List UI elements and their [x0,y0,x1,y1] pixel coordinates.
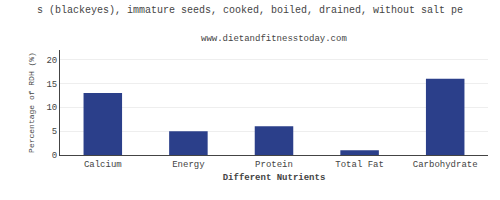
svg-text:Carbohydrate: Carbohydrate [413,160,478,170]
svg-text:Percentage of RDH (%): Percentage of RDH (%) [27,52,36,153]
svg-text:Different Nutrients: Different Nutrients [223,173,326,183]
svg-text:Calcium: Calcium [84,160,122,170]
svg-text:s (blackeyes), immature seeds,: s (blackeyes), immature seeds, cooked, b… [37,5,463,16]
svg-text:5: 5 [52,127,57,137]
svg-text:www.dietandfitnesstoday.com: www.dietandfitnesstoday.com [201,34,347,44]
svg-text:0: 0 [52,151,57,161]
svg-text:15: 15 [46,80,57,90]
svg-text:20: 20 [46,56,57,66]
svg-text:Energy: Energy [172,160,205,170]
svg-text:Total Fat: Total Fat [335,160,384,170]
svg-text:Protein: Protein [255,160,293,170]
svg-text:10: 10 [46,103,57,113]
